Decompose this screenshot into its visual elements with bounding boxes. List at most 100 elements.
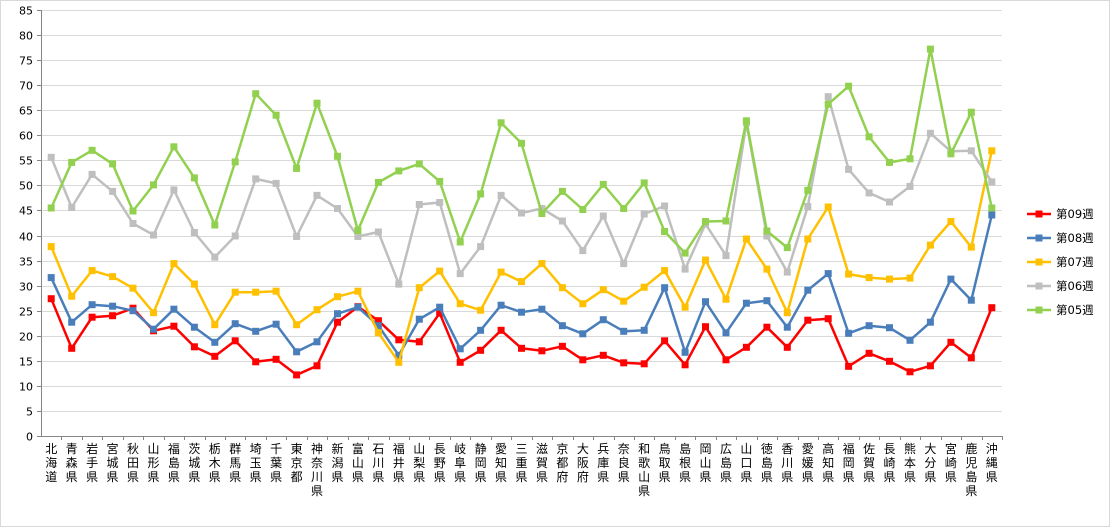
- data-point: [804, 203, 812, 210]
- data-point: [109, 160, 117, 168]
- data-point: [947, 275, 955, 283]
- data-point: [702, 298, 709, 306]
- x-tick-label: 宮崎県: [945, 441, 957, 484]
- data-point: [763, 265, 771, 273]
- x-tick-label: 島根県: [679, 441, 691, 484]
- x-tick-label: 福井県: [393, 441, 405, 484]
- x-tick-label: 長崎県: [884, 442, 896, 484]
- data-point: [640, 210, 648, 218]
- data-point: [558, 284, 566, 292]
- x-tick-label: 岡山県: [700, 442, 712, 484]
- data-point: [947, 338, 955, 346]
- data-point: [374, 178, 382, 186]
- data-point: [415, 201, 423, 208]
- data-point: [477, 346, 485, 354]
- data-point: [988, 178, 996, 186]
- data-point: [681, 361, 689, 369]
- legend-label: 第06週: [1056, 279, 1094, 293]
- legend-marker: [1035, 306, 1043, 314]
- data-point: [599, 180, 607, 188]
- data-point: [456, 345, 464, 353]
- data-point: [824, 270, 832, 278]
- data-point: [109, 273, 117, 281]
- data-point: [47, 274, 55, 282]
- data-point: [558, 217, 566, 225]
- y-axis-ticks: 0 5 10 15 20 25 30 35 40 45 50 55 60 65 70 75 80 85: [19, 5, 41, 444]
- x-tick-label: 愛知県: [495, 442, 507, 484]
- data-point: [558, 342, 566, 350]
- data-point: [68, 292, 76, 300]
- data-point: [906, 274, 914, 282]
- data-point: [783, 244, 791, 252]
- data-point: [374, 329, 382, 337]
- data-point: [865, 189, 873, 197]
- x-tick-label: 静岡県: [475, 442, 487, 484]
- x-axis-ticks: 北海道青森県岩手県宮城県秋田県山形県福島県茨城県栃木県群馬県埼玉県千葉県東京都神…: [45, 436, 1003, 498]
- x-tick-label: 福島県: [168, 441, 180, 484]
- data-point: [886, 357, 893, 365]
- y-tick-label: 45: [19, 205, 33, 218]
- data-point: [865, 349, 873, 357]
- data-point: [272, 111, 280, 119]
- x-tick-label: 埼玉県: [250, 442, 262, 484]
- data-point: [783, 323, 791, 331]
- data-point: [722, 356, 730, 364]
- data-point: [620, 260, 628, 268]
- data-point: [599, 212, 607, 220]
- data-point: [742, 117, 750, 125]
- data-point: [313, 99, 321, 107]
- x-tick-label: 東京都: [291, 442, 303, 484]
- data-point: [722, 329, 730, 337]
- data-point: [763, 323, 771, 331]
- x-tick-label: 山梨県: [413, 442, 425, 484]
- legend-label: 第09週: [1056, 207, 1094, 221]
- data-point: [150, 309, 157, 317]
- data-point: [804, 186, 812, 194]
- x-tick-label: 広島県: [720, 442, 732, 484]
- y-tick-label: 5: [26, 406, 33, 419]
- data-point: [988, 204, 996, 212]
- data-point: [640, 179, 648, 187]
- data-point: [804, 235, 812, 243]
- data-point: [190, 174, 198, 182]
- data-point: [395, 280, 403, 288]
- data-point: [886, 324, 893, 332]
- data-point: [272, 287, 280, 295]
- x-tick-label: 沖縄県: [986, 442, 998, 484]
- data-point: [824, 315, 832, 323]
- data-point: [415, 338, 423, 346]
- data-point: [68, 204, 76, 211]
- data-point: [272, 320, 280, 328]
- data-point: [845, 82, 853, 90]
- data-point: [334, 293, 341, 301]
- x-tick-label: 千葉県: [270, 442, 282, 484]
- data-point: [579, 247, 587, 255]
- y-tick-label: 35: [19, 256, 33, 269]
- data-point: [109, 302, 117, 310]
- data-point: [231, 320, 239, 328]
- data-point: [518, 209, 525, 217]
- data-point: [313, 191, 321, 199]
- data-point: [436, 267, 444, 275]
- data-point: [293, 164, 301, 172]
- data-point: [47, 295, 55, 303]
- x-tick-label: 大分県: [924, 442, 936, 484]
- data-point: [640, 326, 648, 334]
- data-point: [211, 352, 219, 360]
- x-tick-label: 奈良県: [618, 442, 630, 484]
- data-point: [865, 133, 873, 141]
- x-tick-label: 愛媛県: [802, 442, 814, 484]
- data-point: [865, 274, 873, 282]
- data-point: [334, 152, 341, 160]
- data-point: [88, 301, 96, 309]
- data-point: [231, 158, 239, 166]
- data-point: [293, 348, 301, 356]
- data-point: [681, 348, 689, 356]
- x-tick-label: 兵庫県: [597, 442, 609, 484]
- x-tick-label: 北海道: [45, 442, 57, 484]
- data-point: [620, 327, 628, 335]
- data-point: [824, 100, 832, 108]
- data-point: [47, 243, 55, 251]
- x-tick-label: 鹿児島県: [965, 441, 977, 498]
